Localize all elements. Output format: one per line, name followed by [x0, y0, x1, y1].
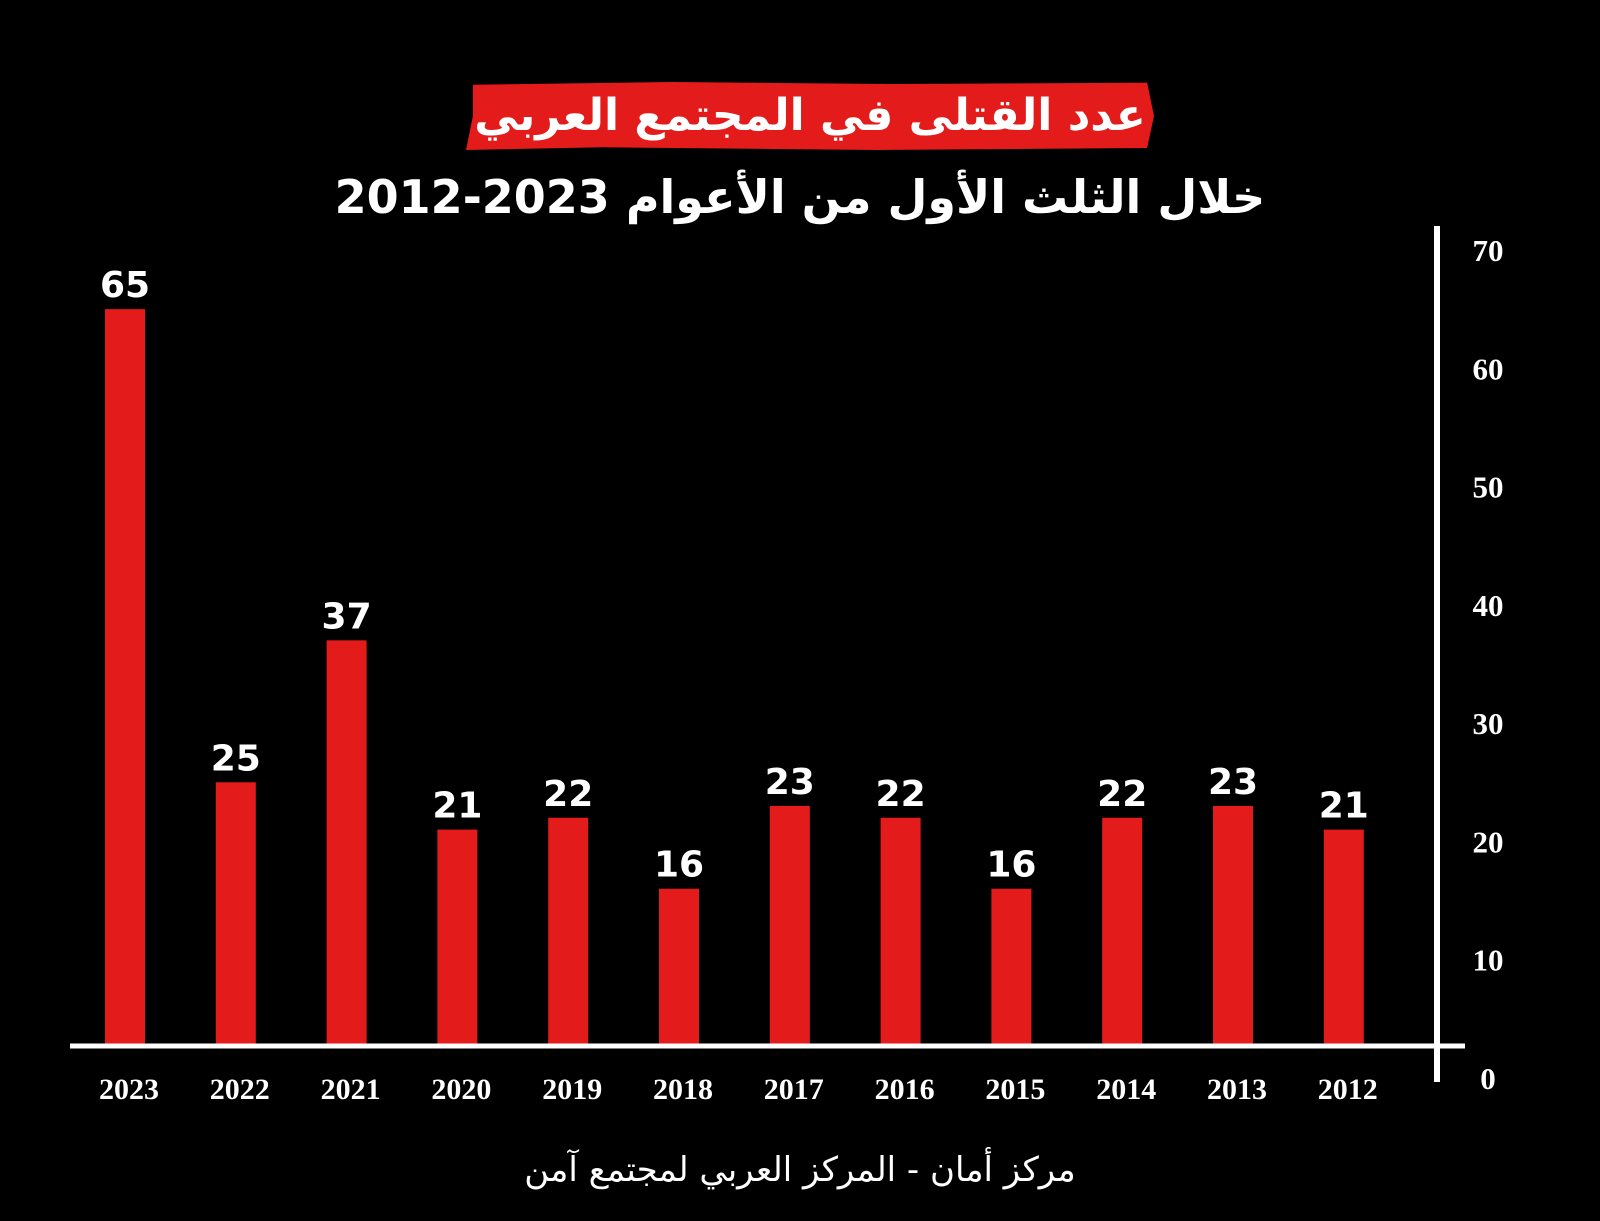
- x-tick-2012: 2012: [1318, 1073, 1378, 1106]
- bar-2018: [659, 888, 699, 1044]
- bar-2017: [769, 805, 810, 1044]
- data-label-2014: 22: [1097, 774, 1147, 815]
- x-tick-2016: 2016: [875, 1073, 935, 1106]
- data-label-2020: 21: [432, 786, 482, 827]
- y-axis-ticks: 0 10 20 30 40 50 60 70: [1473, 233, 1504, 1096]
- y-tick-30: 30: [1473, 706, 1504, 741]
- x-tick-2014: 2014: [1096, 1073, 1156, 1106]
- bar-2014: [1102, 817, 1143, 1044]
- data-label-2013: 23: [1208, 762, 1258, 803]
- y-tick-0: 0: [1480, 1061, 1496, 1096]
- y-tick-10: 10: [1473, 943, 1504, 978]
- x-tick-2019: 2019: [542, 1073, 602, 1106]
- y-tick-40: 40: [1473, 588, 1504, 623]
- y-tick-50: 50: [1473, 470, 1504, 505]
- x-tick-2020: 2020: [431, 1073, 491, 1106]
- bar-2019: [548, 817, 589, 1044]
- bar-2015: [991, 888, 1032, 1044]
- data-label-2016: 22: [876, 774, 926, 815]
- x-tick-2023: 2023: [99, 1073, 159, 1106]
- bar-2021: [326, 640, 367, 1044]
- title-banner: [466, 82, 1154, 150]
- data-label-2022: 25: [211, 738, 261, 779]
- y-tick-20: 20: [1473, 824, 1504, 859]
- y-tick-70: 70: [1473, 233, 1504, 268]
- x-tick-2021: 2021: [321, 1073, 381, 1106]
- data-label-2017: 23: [765, 762, 815, 803]
- bar-2012: [1323, 829, 1364, 1044]
- data-label-2018: 16: [654, 845, 704, 886]
- bar-2016: [880, 817, 921, 1044]
- x-tick-2022: 2022: [210, 1073, 270, 1106]
- bar-2020: [437, 829, 478, 1044]
- data-label-2012: 21: [1319, 786, 1369, 827]
- x-axis-ticks: 2023 2022 2021 2020 2019 2018 2017 2016 2015 2014…: [99, 1073, 1378, 1106]
- data-label-2019: 22: [543, 774, 593, 815]
- bar-2013: [1213, 805, 1253, 1044]
- bar-2022: [215, 782, 256, 1044]
- data-label-2023: 65: [100, 265, 150, 306]
- x-tick-2018: 2018: [653, 1073, 713, 1106]
- x-tick-2017: 2017: [764, 1073, 824, 1106]
- bar-2023: [105, 309, 145, 1045]
- y-tick-60: 60: [1473, 351, 1504, 386]
- source-credit: مركز أمان - المركز العربي لمجتمع آمن: [524, 1150, 1076, 1190]
- x-tick-2013: 2013: [1207, 1073, 1267, 1106]
- chart-subtitle: خلال الثلث الأول من الأعوام 2023-2012: [334, 170, 1266, 224]
- x-tick-2015: 2015: [985, 1073, 1045, 1106]
- bars-layer: [105, 309, 1364, 1045]
- data-label-2021: 37: [322, 596, 372, 637]
- chart-title: عدد القتلى في المجتمع العربي: [474, 90, 1146, 141]
- data-label-2015: 16: [986, 845, 1036, 886]
- data-labels: 65 25 37 21 22 16 23 22 16 22 23 21: [100, 265, 1369, 886]
